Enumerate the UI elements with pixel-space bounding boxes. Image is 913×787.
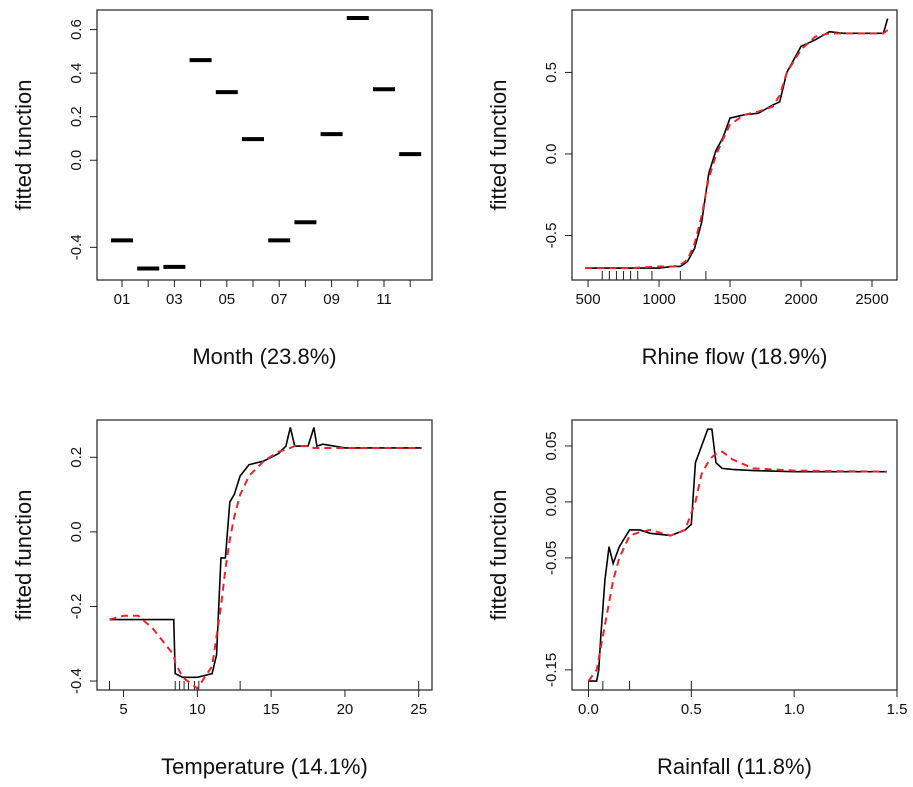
x-tick-label: 0.5 xyxy=(681,701,702,718)
fitted-line xyxy=(109,427,422,679)
x-tick-label: 2000 xyxy=(784,291,817,308)
y-tick-label: -0.4 xyxy=(68,668,85,694)
fitted-line xyxy=(588,428,887,682)
x-tick-label: 03 xyxy=(166,291,183,308)
x-tick-label: 1.0 xyxy=(784,701,805,718)
x-tick-label: 01 xyxy=(114,291,131,308)
y-tick-label: 0.0 xyxy=(68,521,85,542)
x-tick-label: 500 xyxy=(576,291,601,308)
y-tick-label: -0.05 xyxy=(543,541,560,575)
x-tick-label: 25 xyxy=(410,701,427,718)
y-tick-label: -0.5 xyxy=(543,223,560,249)
y-tick-label: 0.0 xyxy=(543,144,560,165)
x-tick-label: 09 xyxy=(323,291,340,308)
x-axis-title: Rhine flow (18.9%) xyxy=(642,344,828,369)
y-axis-title: fitted function xyxy=(11,490,36,621)
y-tick-label: 0.5 xyxy=(543,62,560,83)
x-tick-label: 07 xyxy=(271,291,288,308)
x-tick-label: 1000 xyxy=(642,291,675,308)
fitted-line xyxy=(585,29,889,270)
y-tick-label: 0.00 xyxy=(543,487,560,516)
plot-frame xyxy=(96,9,433,281)
y-tick-label: -0.2 xyxy=(68,594,85,620)
x-axis-title: Month (23.8%) xyxy=(192,344,336,369)
y-tick-label: -0.4 xyxy=(68,234,85,260)
x-axis-title: Rainfall (11.8%) xyxy=(657,754,812,779)
y-tick-label: 0.2 xyxy=(68,106,85,127)
y-axis-title: fitted function xyxy=(486,80,511,211)
x-tick-label: 2500 xyxy=(855,291,888,308)
y-tick-label: 0.6 xyxy=(68,19,85,40)
x-axis-title: Temperature (14.1%) xyxy=(161,754,368,779)
fitted-line xyxy=(587,450,887,682)
plot-frame xyxy=(571,9,898,281)
y-tick-label: -0.15 xyxy=(543,653,560,687)
x-tick-label: 1500 xyxy=(713,291,746,308)
y-tick-label: 0.05 xyxy=(543,431,560,460)
x-tick-label: 0.0 xyxy=(578,701,599,718)
x-tick-label: 20 xyxy=(337,701,354,718)
x-tick-label: 15 xyxy=(263,701,280,718)
x-tick-label: 1.5 xyxy=(887,701,908,718)
x-tick-label: 05 xyxy=(218,291,235,308)
fitted-line xyxy=(109,445,422,690)
y-tick-label: 0.0 xyxy=(68,150,85,171)
x-tick-label: 5 xyxy=(119,701,127,718)
x-tick-label: 11 xyxy=(376,291,392,308)
plot-frame xyxy=(571,419,898,691)
y-tick-label: 0.2 xyxy=(68,447,85,468)
x-tick-label: 10 xyxy=(189,701,206,718)
fitted-line xyxy=(585,18,889,269)
y-tick-label: 0.4 xyxy=(68,63,85,84)
plot-frame xyxy=(96,419,433,691)
y-axis-title: fitted function xyxy=(11,80,36,211)
y-axis-title: fitted function xyxy=(486,490,511,621)
